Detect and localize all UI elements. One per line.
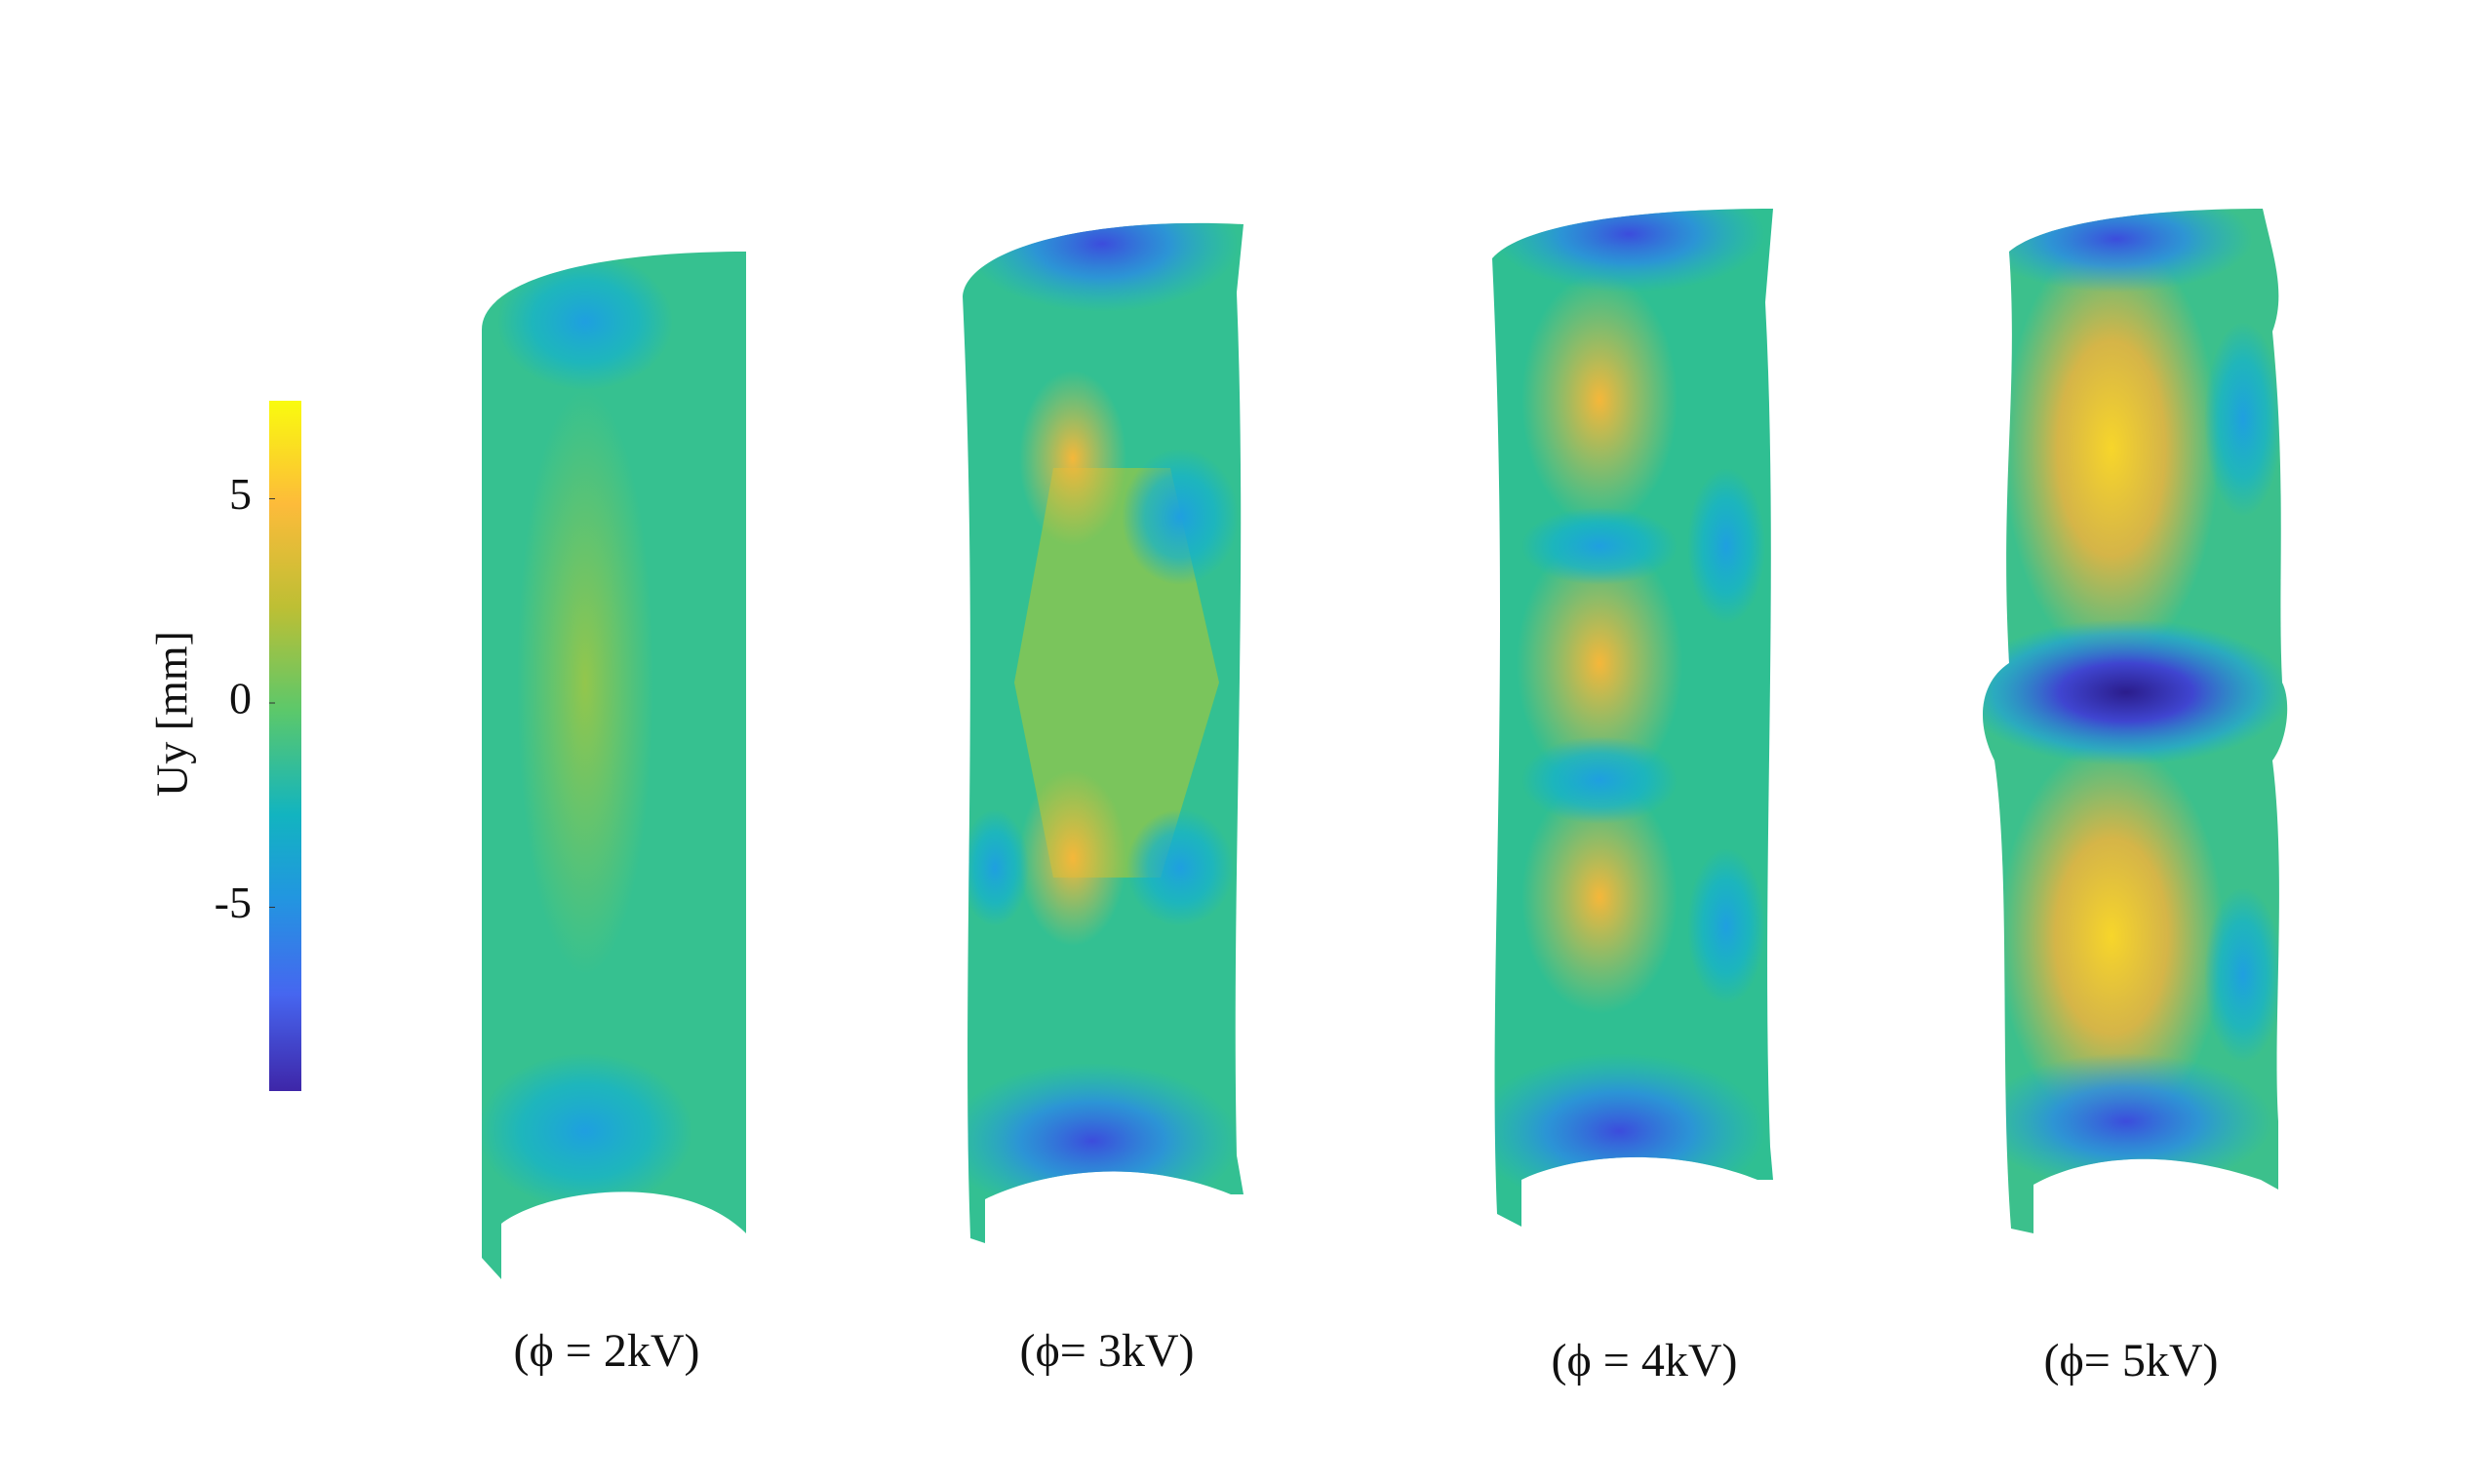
- colorbar: Uy [mm] 5 0 -5: [147, 401, 301, 1091]
- panel-label: (ϕ = 2kV): [514, 1325, 700, 1377]
- surface-plot: [1492, 209, 1773, 1227]
- colorbar-label: Uy [mm]: [147, 631, 197, 797]
- surface-plot: [963, 222, 1244, 1244]
- panel-label: (ϕ= 5kV): [2044, 1335, 2219, 1386]
- surface-plot: [482, 252, 746, 1279]
- colorbar-tick-label: -5: [215, 878, 252, 927]
- panel-label: (ϕ = 4kV): [1552, 1335, 1738, 1386]
- colorbar-tick-label: 5: [229, 469, 252, 519]
- surface-plot: [1983, 209, 2288, 1233]
- colorbar-ramp: [269, 401, 301, 1091]
- panel-label: (ϕ= 3kV): [1020, 1325, 1195, 1377]
- colorbar-tick-label: 0: [229, 674, 252, 723]
